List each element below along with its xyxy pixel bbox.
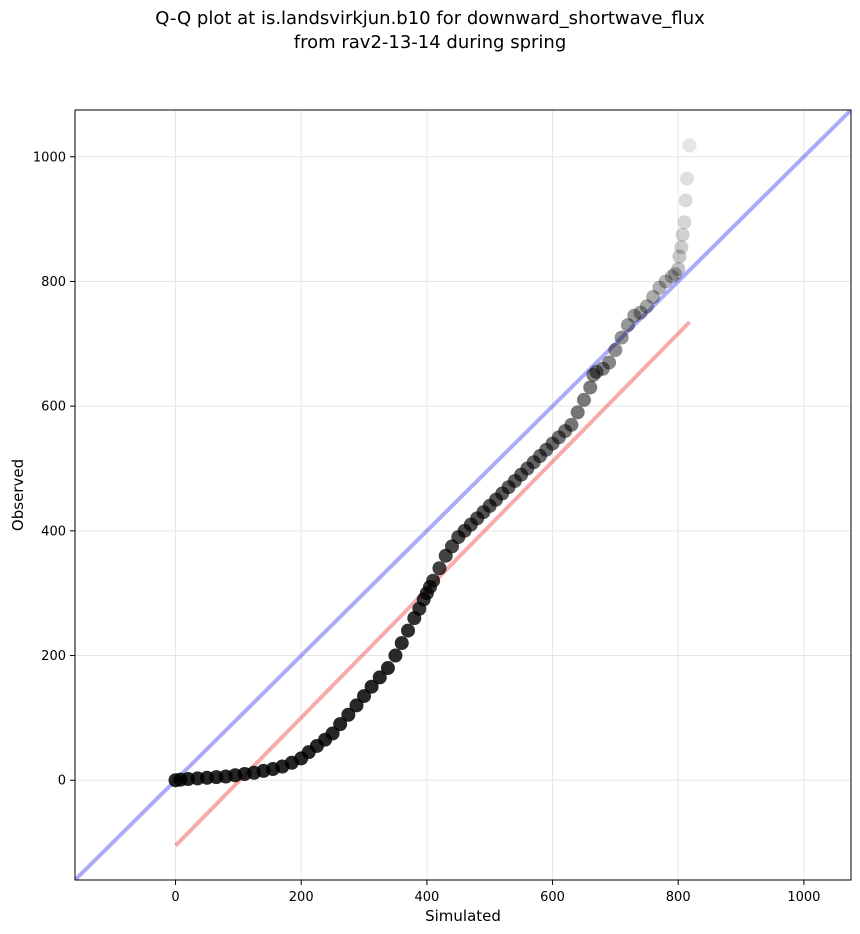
data-point	[639, 299, 654, 314]
axis-ticks: 0 200 400 600 800 1000 0 200 400 600 800 1000	[33, 150, 821, 905]
data-point	[349, 698, 364, 713]
x-tick-label: 400	[414, 890, 439, 905]
data-point	[432, 561, 447, 576]
y-tick-label: 400	[41, 524, 66, 539]
data-point	[672, 249, 687, 264]
data-point	[426, 573, 441, 588]
data-point	[671, 261, 686, 276]
data-point	[394, 636, 409, 651]
y-tick-label: 1000	[33, 150, 66, 165]
data-point	[633, 305, 648, 320]
data-point	[620, 318, 635, 333]
data-point	[664, 269, 679, 284]
data-point	[364, 679, 379, 694]
data-points	[168, 138, 697, 788]
data-point	[668, 266, 683, 281]
y-tick-label: 600	[41, 400, 66, 415]
data-point	[677, 215, 692, 230]
y-tick-label: 200	[41, 649, 66, 664]
y-tick-label: 0	[58, 774, 66, 789]
data-point	[570, 405, 585, 420]
chart-title-line-1: Q-Q plot at is.landsvirkjun.b10 for down…	[155, 8, 705, 29]
x-tick-label: 0	[171, 890, 179, 905]
x-tick-label: 800	[666, 890, 691, 905]
data-point	[325, 726, 340, 741]
data-point	[614, 330, 629, 345]
data-point	[658, 274, 673, 289]
data-point	[680, 171, 695, 186]
plot-area	[75, 110, 851, 880]
x-tick-label: 600	[540, 890, 565, 905]
x-tick-label: 1000	[787, 890, 820, 905]
data-point	[564, 417, 579, 432]
data-point	[675, 227, 690, 242]
data-point	[674, 240, 689, 255]
data-point	[372, 670, 387, 685]
data-point	[583, 380, 598, 395]
x-tick-label: 200	[289, 890, 314, 905]
data-point	[602, 355, 617, 370]
y-tick-label: 800	[41, 275, 66, 290]
data-point	[627, 308, 642, 323]
data-point	[652, 280, 667, 295]
data-point	[646, 290, 661, 305]
data-point	[608, 343, 623, 358]
data-point	[682, 138, 697, 153]
data-point	[388, 648, 403, 663]
plot-frame	[74, 109, 852, 881]
data-point	[678, 193, 693, 208]
x-axis-label: Simulated	[425, 907, 501, 925]
data-point	[341, 707, 356, 722]
data-point	[333, 717, 348, 732]
data-point	[589, 364, 604, 379]
y-axis-label: Observed	[9, 459, 27, 531]
data-point	[576, 392, 591, 407]
identity-line	[75, 110, 851, 880]
chart-title-line-2: from rav2-13-14 during spring	[293, 32, 567, 53]
data-point	[357, 689, 372, 704]
data-point	[595, 361, 610, 376]
data-point	[401, 623, 416, 638]
data-point	[380, 661, 395, 676]
